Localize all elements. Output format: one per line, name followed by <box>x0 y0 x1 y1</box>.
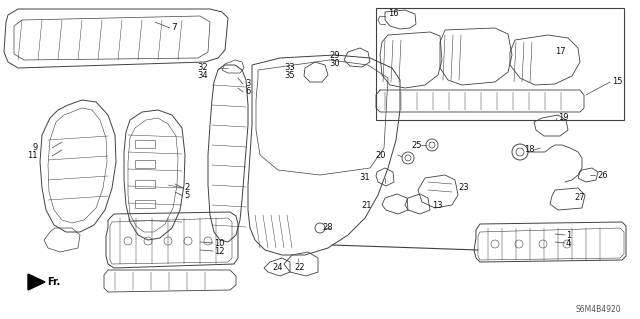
Text: 11: 11 <box>28 152 38 160</box>
Text: S6M4B4920: S6M4B4920 <box>575 306 621 315</box>
Text: 26: 26 <box>597 170 607 180</box>
Text: 18: 18 <box>524 145 534 154</box>
Text: 5: 5 <box>184 191 189 201</box>
Text: 9: 9 <box>33 144 38 152</box>
Text: 21: 21 <box>362 201 372 210</box>
Text: 3: 3 <box>245 79 250 88</box>
Text: 35: 35 <box>284 71 295 80</box>
Text: 25: 25 <box>412 140 422 150</box>
Text: 27: 27 <box>574 192 584 202</box>
Text: 17: 17 <box>555 48 566 56</box>
Text: Fr.: Fr. <box>47 277 60 287</box>
Text: 2: 2 <box>184 183 189 192</box>
Text: 33: 33 <box>284 63 295 72</box>
Text: 7: 7 <box>171 24 177 33</box>
Text: 20: 20 <box>376 151 386 160</box>
Text: 34: 34 <box>197 71 208 80</box>
Text: 22: 22 <box>295 263 305 272</box>
Text: 32: 32 <box>197 63 208 72</box>
Text: 12: 12 <box>214 247 225 256</box>
Text: 30: 30 <box>330 58 340 68</box>
Text: 23: 23 <box>458 183 468 192</box>
Text: 28: 28 <box>322 224 333 233</box>
Text: 4: 4 <box>566 239 572 248</box>
Text: 24: 24 <box>273 263 284 272</box>
Text: 13: 13 <box>432 201 443 210</box>
Text: 29: 29 <box>330 50 340 60</box>
Text: 19: 19 <box>558 114 568 122</box>
Text: 1: 1 <box>566 231 572 240</box>
Text: 10: 10 <box>214 239 225 248</box>
Text: 6: 6 <box>245 87 250 97</box>
Text: 31: 31 <box>360 174 370 182</box>
Polygon shape <box>28 274 45 290</box>
Text: 16: 16 <box>388 10 399 19</box>
Text: 15: 15 <box>612 78 623 86</box>
